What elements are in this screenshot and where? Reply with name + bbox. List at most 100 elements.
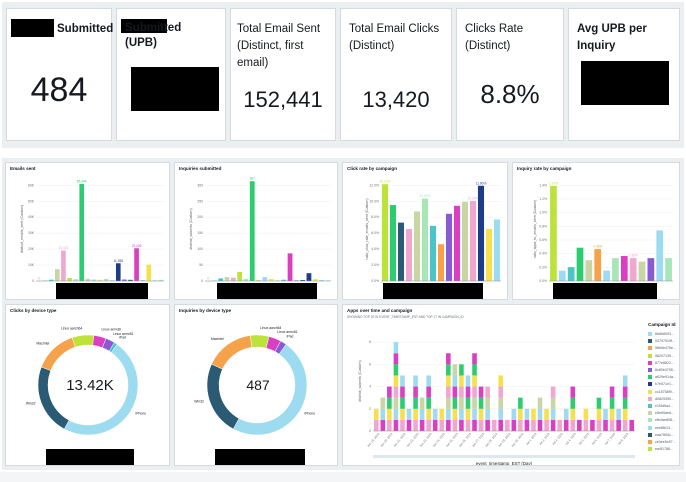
y-axis-label: ratio_apps_to_emails_sent (Custom): [533, 200, 537, 259]
stack-segment: [393, 397, 399, 409]
bar: [268, 279, 274, 281]
kpi-card-submitted-upb[interactable]: Submitted (UPB): [116, 8, 226, 141]
stack-segment: [472, 375, 477, 387]
stack-segment: [570, 397, 576, 409]
redacted-value: [131, 67, 219, 111]
stack-segment: [459, 364, 464, 376]
slice-label: Linux aarch64: [61, 326, 82, 330]
bar: [218, 278, 224, 281]
bar: [300, 280, 306, 281]
y-tick-label: 8.0%: [371, 215, 379, 219]
bar: [638, 261, 646, 281]
legend-item[interactable]: eee8fb13...: [648, 426, 673, 430]
legend-swatch: [648, 346, 652, 351]
y-tick-label: 10K: [28, 263, 35, 267]
stack-segment: [518, 408, 523, 420]
bar-data-label: 10.00%: [468, 197, 479, 201]
legend-swatch: [648, 447, 652, 452]
y-tick-label: 200: [197, 215, 203, 219]
stack-segment: [380, 419, 386, 431]
y-tick-label: 2.0%: [371, 263, 379, 267]
bar: [67, 278, 72, 281]
click-rate-card[interactable]: Click rate by campaign 0.0% 2.0% 4.0% 6.0% 8…: [342, 162, 508, 300]
legend-item[interactable]: efb4ae808...: [648, 418, 675, 423]
bar: [42, 280, 48, 281]
stack-segment: [478, 419, 484, 431]
page-footer: [0, 472, 686, 482]
slice-label: iPad: [287, 334, 294, 338]
y-tick-label: 8: [369, 340, 371, 344]
legend-item[interactable]: e5e65aed...: [648, 411, 674, 416]
legend-swatch: [648, 404, 652, 409]
legend-item[interactable]: e1f3d5a4...: [648, 404, 673, 409]
stack-segment: [439, 408, 445, 420]
inquiries-by-device-card[interactable]: Inquiries by device type iPhone Win32 MacI…: [174, 304, 338, 466]
kpi-card-total-email-sent[interactable]: Total Email Sent (Distinct, first email)…: [230, 8, 336, 141]
stack-segment: [550, 408, 556, 420]
stack-segment: [419, 408, 425, 420]
stack-segment: [413, 386, 418, 398]
stack-segment: [472, 397, 477, 409]
stack-segment: [446, 353, 451, 365]
bar-data-label: 20,474: [59, 246, 69, 250]
bar: [48, 279, 54, 281]
bar: [576, 247, 584, 281]
kpi-card-clicks-rate[interactable]: Clicks Rate (Distinct) 8.8%: [456, 8, 564, 141]
bar: [230, 277, 236, 281]
y-tick-label: 6.0%: [371, 231, 379, 235]
y-tick-label: 10.0%: [369, 199, 379, 203]
bar: [212, 280, 217, 281]
stack-segment: [413, 375, 418, 387]
kpi-card-avg-upb[interactable]: Avg UPB per Inquiry: [568, 8, 680, 141]
stack-segment: [387, 408, 392, 420]
stack-segment: [498, 375, 504, 387]
stack-segment: [413, 397, 418, 409]
stack-segment: [459, 375, 464, 387]
legend-label: 6b8b8093...: [655, 332, 674, 336]
y-tick-label: 0.8%: [539, 224, 547, 228]
stack-segment: [472, 408, 477, 420]
donut-slice: [206, 363, 240, 430]
stack-segment: [485, 397, 490, 409]
legend-item[interactable]: cc18758f9...: [648, 390, 675, 394]
legend-swatch: [648, 440, 652, 445]
legend-item[interactable]: 877e8822...: [648, 361, 674, 365]
legend-item[interactable]: 56b5e475e...: [648, 346, 676, 351]
legend-item[interactable]: eaa7854c...: [648, 433, 674, 437]
legend-item[interactable]: a629e914a...: [648, 375, 676, 380]
stack-segment: [393, 375, 399, 387]
bar: [594, 249, 602, 281]
kpi-card-total-email-clicks[interactable]: Total Email Clicks (Distinct) 13,420: [340, 8, 452, 141]
inquiry-rate-card[interactable]: Inquiry rate by campaign 0.0% 0.2% 0.4% 0.6…: [512, 162, 680, 300]
legend-label: eee8fb13...: [655, 425, 673, 430]
slice-label: MacIntel: [211, 337, 224, 341]
legend-title: Campaign Id: [648, 322, 676, 327]
chart-title: Clicks by device type: [10, 308, 57, 313]
legend-item[interactable]: 6b8b8093...: [648, 332, 674, 337]
stack-segment: [465, 375, 471, 387]
apps-over-time-card[interactable]: Apps over time and campaign SHOWING TOP …: [342, 304, 680, 466]
clicks-by-device-card[interactable]: Clicks by device type iPhone Win32 MacInte…: [5, 304, 170, 466]
legend-item[interactable]: 8c80b3795...: [648, 368, 676, 373]
redacted-block: [217, 283, 317, 299]
legend-label: cc18758f9...: [655, 389, 675, 394]
legend-item[interactable]: ce0ee5c97...: [648, 440, 676, 445]
legend-label: b7e571e1...: [655, 382, 674, 387]
y-tick-label: 50K: [28, 199, 35, 203]
legend-item[interactable]: 53797519f...: [648, 339, 675, 344]
stack-segment: [603, 408, 608, 420]
stack-segment: [478, 397, 484, 409]
stack-segment: [491, 419, 497, 431]
legend-item[interactable]: d0829359...: [648, 397, 674, 401]
kpi-card-submitted[interactable]: Submitted 484: [6, 8, 113, 141]
legend-swatch: [648, 425, 652, 430]
stack-segment: [452, 419, 458, 431]
y-tick-label: 20K: [28, 247, 35, 251]
legend-item[interactable]: b7e571e1...: [648, 382, 674, 387]
legend-item[interactable]: 58207139...: [648, 354, 674, 358]
legend-item[interactable]: ea4f1786...: [648, 447, 673, 452]
emails-sent-card[interactable]: Emails sent 0 10K 20K 30K 40K 50K 60K distinct_…: [5, 162, 170, 300]
legend-label: efb4ae808...: [655, 418, 675, 423]
y-tick-label: 150: [197, 231, 203, 235]
inquiries-submitted-card[interactable]: Inquiries submitted 0 50 100 150 200 250 300 di…: [174, 162, 338, 300]
